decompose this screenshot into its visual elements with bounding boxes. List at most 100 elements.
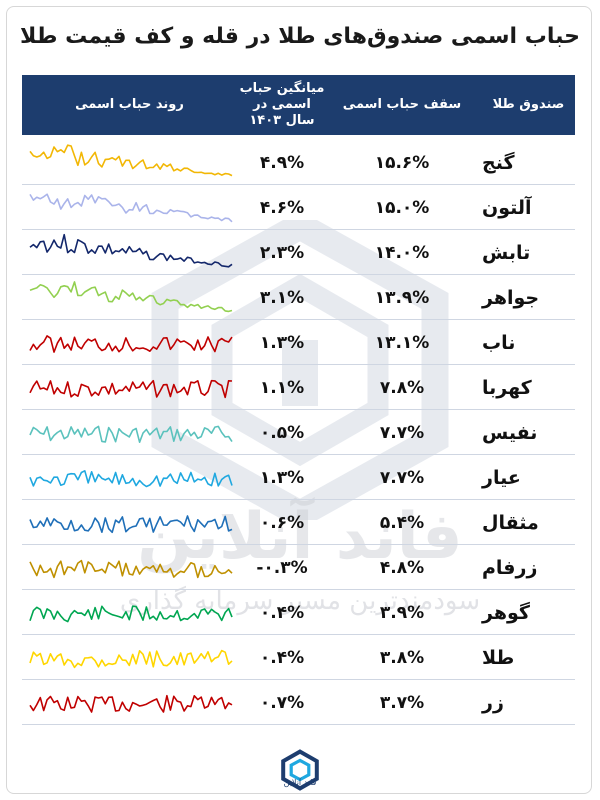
trend-sparkline [29, 605, 233, 623]
row-divider [22, 184, 575, 185]
row-divider [22, 679, 575, 680]
ceiling-value: ۷.۸% [379, 377, 425, 398]
average-value: -۰.۳% [256, 557, 308, 578]
fund-name: عیار [482, 466, 521, 489]
header-ceiling: سقف حباب اسمی [342, 97, 462, 112]
trend-line [29, 605, 233, 623]
footer-logo-text: فاند آنلاین [283, 778, 317, 787]
fund-name: زرفام [482, 556, 538, 579]
row-divider [22, 274, 575, 275]
row-divider [22, 634, 575, 635]
header-trend: روند حباب اسمی [75, 97, 184, 112]
ceiling-value: ۳.۷% [379, 692, 425, 713]
fund-name: مثقال [482, 511, 539, 534]
fund-name: کهربا [482, 376, 532, 399]
table-row: ۲.۳% ۱۴.۰% تابش [22, 230, 575, 275]
ceiling-value: ۱۵.۶% [374, 152, 430, 173]
table-row: ۴.۶% ۱۵.۰% آلتون [22, 185, 575, 230]
average-value: ۱.۳% [259, 332, 305, 353]
row-divider [22, 364, 575, 365]
trend-sparkline [29, 335, 233, 353]
fund-name: نفیس [482, 421, 538, 444]
average-value: ۰.۶% [259, 512, 305, 533]
row-divider [22, 409, 575, 410]
trend-line [29, 335, 233, 353]
trend-sparkline [29, 694, 233, 713]
trend-sparkline [29, 144, 233, 177]
fund-name: آلتون [482, 196, 532, 219]
average-value: ۲.۳% [259, 242, 305, 263]
average-value: ۰.۴% [259, 602, 305, 623]
watermark-tagline: سودمندترین مسیر سرمایه گذاری [119, 586, 481, 616]
trend-line [29, 193, 233, 223]
table-row: ۱.۳% ۷.۷% عیار [22, 455, 575, 500]
fund-name: زر [482, 691, 504, 714]
trend-line [29, 233, 233, 268]
watermark-brand: فاند آنلاین [137, 500, 463, 574]
table-row: ۰.۴% ۳.۸% طلا [22, 635, 575, 680]
table-row: -۰.۳% ۴.۸% زرفام [22, 545, 575, 590]
table-row: ۰.۴% ۳.۹% گوهر [22, 590, 575, 635]
trend-sparkline [29, 649, 233, 669]
average-value: ۰.۷% [259, 692, 305, 713]
ceiling-value: ۴.۸% [379, 557, 425, 578]
ceiling-value: ۱۵.۰% [374, 197, 430, 218]
footer-logo-icon [281, 749, 319, 791]
fund-name: گنج [482, 151, 515, 174]
ceiling-value: ۳.۹% [379, 602, 425, 623]
trend-line [29, 144, 233, 177]
ceiling-value: ۳.۸% [379, 647, 425, 668]
trend-line [29, 515, 233, 534]
table-row: ۱.۳% ۱۳.۱% ناب [22, 320, 575, 365]
table-header: صندوق طلا سقف حباب اسمی میانگین حباب اسم… [22, 75, 575, 135]
card-frame [6, 6, 592, 794]
trend-line [29, 425, 233, 444]
trend-line [29, 649, 233, 669]
table-row: ۰.۶% ۵.۴% مثقال [22, 500, 575, 545]
header-average: میانگین حباب اسمی در سال ۱۴۰۳ [239, 81, 325, 128]
average-value: ۱.۳% [259, 467, 305, 488]
fund-name: تابش [482, 241, 531, 264]
table-row: ۱.۱% ۷.۸% کهربا [22, 365, 575, 410]
ceiling-value: ۷.۷% [379, 467, 425, 488]
ceiling-value: ۱۳.۹% [374, 287, 430, 308]
header-fund: صندوق طلا [492, 97, 565, 112]
trend-sparkline [29, 379, 233, 399]
trend-sparkline [29, 281, 233, 313]
trend-line [29, 694, 233, 713]
row-divider [22, 229, 575, 230]
fund-name: ناب [482, 331, 516, 354]
average-value: ۰.۴% [259, 647, 305, 668]
trend-line [29, 470, 233, 488]
page-title: حباب اسمی صندوق‌های طلا در قله و کف قیمت… [20, 24, 580, 49]
trend-sparkline [29, 193, 233, 223]
trend-line [29, 281, 233, 313]
table-row: ۰.۵% ۷.۷% نفیس [22, 410, 575, 455]
row-divider [22, 454, 575, 455]
table-row: ۰.۷% ۳.۷% زر [22, 680, 575, 725]
table-row: ۴.۹% ۱۵.۶% گنج [22, 140, 575, 185]
average-value: ۰.۵% [259, 422, 305, 443]
ceiling-value: ۱۳.۱% [374, 332, 430, 353]
row-divider [22, 319, 575, 320]
row-divider [22, 724, 575, 725]
ceiling-value: ۱۴.۰% [374, 242, 430, 263]
trend-sparkline [29, 515, 233, 534]
trend-sparkline [29, 559, 233, 579]
trend-line [29, 559, 233, 579]
row-divider [22, 499, 575, 500]
trend-line [29, 379, 233, 399]
row-divider [22, 544, 575, 545]
fund-name: طلا [482, 646, 515, 669]
ceiling-value: ۵.۴% [379, 512, 425, 533]
table-row: ۳.۱% ۱۳.۹% جواهر [22, 275, 575, 320]
trend-sparkline [29, 425, 233, 444]
fund-name: جواهر [482, 286, 540, 309]
average-value: ۱.۱% [259, 377, 305, 398]
average-value: ۴.۶% [259, 197, 305, 218]
row-divider [22, 589, 575, 590]
ceiling-value: ۷.۷% [379, 422, 425, 443]
trend-sparkline [29, 233, 233, 268]
trend-sparkline [29, 470, 233, 488]
average-value: ۳.۱% [259, 287, 305, 308]
